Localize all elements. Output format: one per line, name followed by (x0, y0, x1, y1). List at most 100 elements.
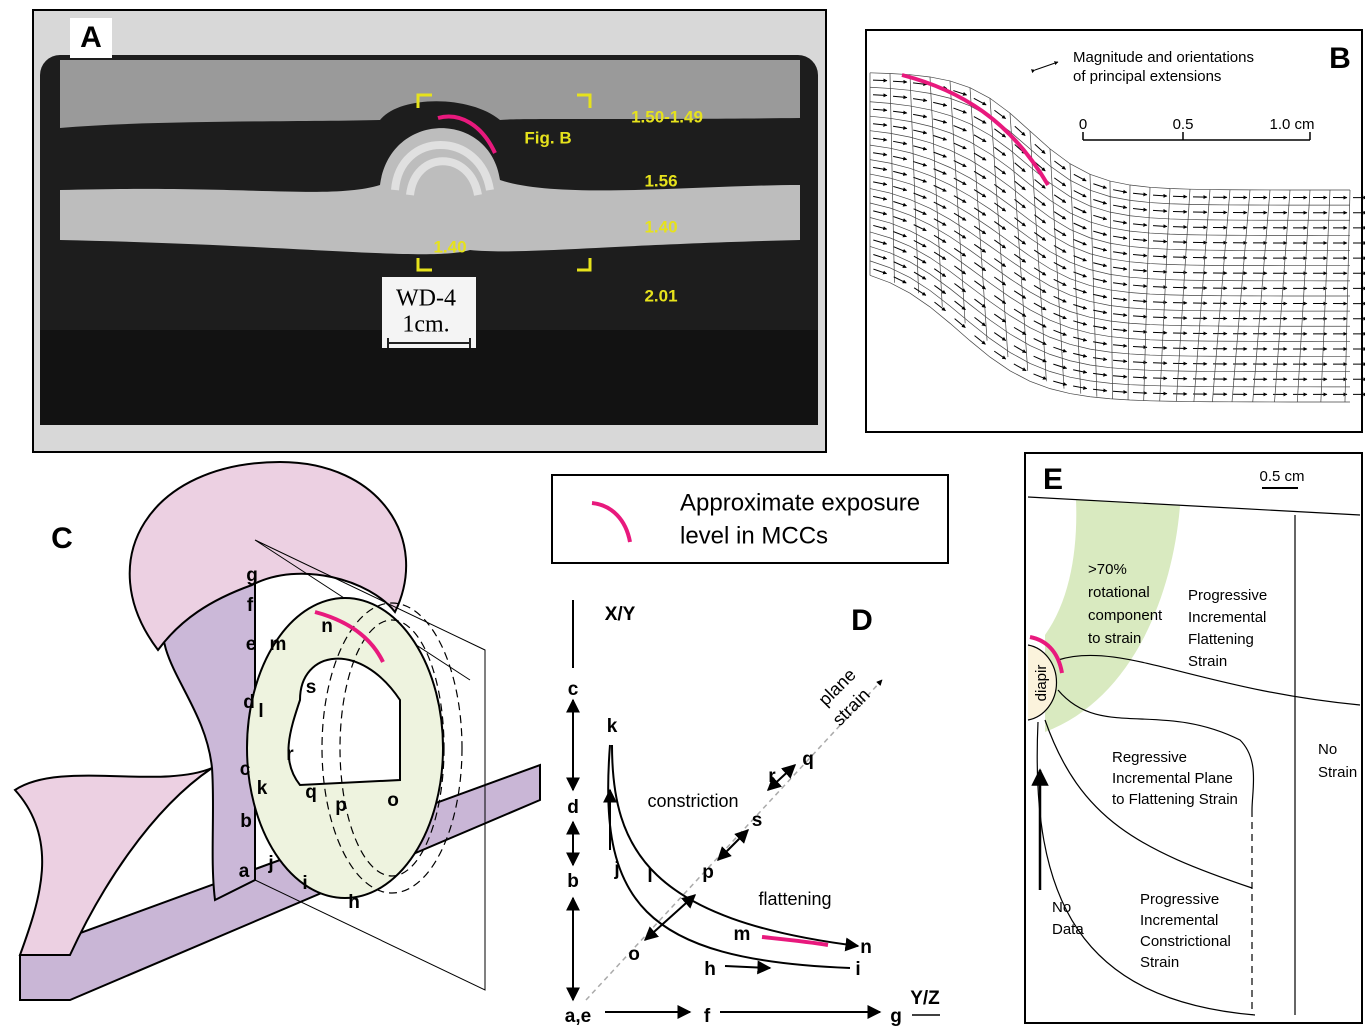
panel-a (33, 10, 826, 452)
extension (1153, 271, 1167, 272)
label: Magnitude and orientations (1073, 49, 1254, 66)
page: Figure {"panel_a":{"label":"A","fig_b":"… (0, 0, 1365, 1028)
label: to strain (1088, 630, 1141, 647)
label: level in MCCs (680, 522, 828, 549)
label: 1cm. (402, 312, 449, 338)
label: p (702, 862, 714, 883)
label: o (387, 790, 399, 811)
label: b (567, 871, 579, 892)
panel-c (15, 462, 540, 1000)
label: h (704, 959, 716, 980)
label: Y/Z (910, 988, 940, 1009)
label: s (306, 677, 317, 698)
label: to Flattening Strain (1112, 791, 1238, 808)
path (718, 830, 748, 860)
label: d (567, 797, 579, 818)
label: r (286, 744, 294, 765)
label: Fig. B (524, 128, 571, 147)
label: 0.5 (1173, 116, 1194, 133)
path (608, 745, 850, 968)
label: Constrictional (1140, 933, 1231, 950)
label: m (734, 924, 751, 945)
body: A Fig. B 1.50-1.49 1.56 1.40 1.40 2.01 WD-41cm.… (0, 0, 1365, 1028)
label: No (1052, 899, 1071, 916)
label: c (568, 679, 579, 700)
label: m (270, 634, 287, 655)
label: Strain (1318, 764, 1357, 781)
label: g (246, 565, 258, 586)
label: Strain (1140, 954, 1179, 971)
label: diapir (1033, 665, 1050, 702)
extension (1153, 302, 1167, 303)
label: e (246, 634, 257, 655)
label: i (302, 873, 307, 894)
label: a (239, 861, 250, 882)
label: o (628, 944, 640, 965)
legend-box (552, 475, 948, 563)
label: k (607, 716, 618, 737)
label: Incremental (1188, 609, 1266, 626)
extension (1133, 377, 1147, 378)
label: 2.01 (644, 286, 677, 305)
label: Progressive (1140, 891, 1219, 908)
label: X/Y (605, 604, 636, 625)
label: f (247, 595, 254, 616)
label: Regressive (1112, 749, 1187, 766)
label: g (890, 1006, 902, 1027)
figure: A Fig. B 1.50-1.49 1.56 1.40 1.40 2.01 WD-41cm.… (0, 0, 1365, 1028)
label: i (855, 959, 860, 980)
label: 1.40 (644, 217, 677, 236)
label: 1.40 (433, 237, 466, 256)
label: s (752, 810, 763, 831)
label: q (802, 749, 814, 770)
label: Approximate exposure (680, 489, 920, 516)
label: rotational (1088, 584, 1150, 601)
label: Strain (1188, 653, 1227, 670)
label: 0 (1079, 116, 1087, 133)
label: p (335, 795, 347, 816)
label: No (1318, 741, 1337, 758)
label: a,e (565, 1006, 591, 1027)
label: 1.0 cm (1269, 116, 1314, 133)
label: component (1088, 607, 1163, 624)
label: flattening (758, 889, 831, 909)
label: b (240, 811, 252, 832)
label: n (321, 616, 333, 637)
label: of principal extensions (1073, 68, 1221, 85)
label: l (647, 866, 652, 887)
label: D (851, 604, 873, 637)
label: Data (1052, 921, 1084, 938)
panel-b (866, 30, 1365, 432)
label: c (240, 759, 251, 780)
label: constriction (647, 791, 738, 811)
label: A (80, 21, 102, 54)
path (612, 745, 858, 946)
label: d (243, 692, 255, 713)
label: q (305, 782, 317, 803)
extension (1153, 332, 1167, 333)
label: Flattening (1188, 631, 1254, 648)
label: >70% (1088, 561, 1127, 578)
extension (1133, 393, 1147, 394)
label: WD-4 (396, 286, 456, 312)
path (725, 966, 770, 968)
label: B (1329, 42, 1351, 75)
label: Incremental (1140, 912, 1218, 929)
label: Progressive (1188, 587, 1267, 604)
label: h (348, 892, 360, 913)
extension (1153, 317, 1167, 318)
label: 1.50-1.49 (631, 107, 703, 126)
label: f (704, 1006, 711, 1027)
label: 0.5 cm (1259, 468, 1304, 485)
legend (552, 475, 948, 563)
label: E (1043, 463, 1063, 496)
label: Incremental Plane (1112, 770, 1233, 787)
label: 1.56 (644, 171, 677, 190)
label: j (267, 853, 273, 874)
label: k (257, 778, 268, 799)
label: n (860, 937, 872, 958)
extension (1153, 256, 1167, 257)
label: l (258, 701, 263, 722)
label: C (51, 522, 73, 555)
label: j (613, 859, 619, 880)
